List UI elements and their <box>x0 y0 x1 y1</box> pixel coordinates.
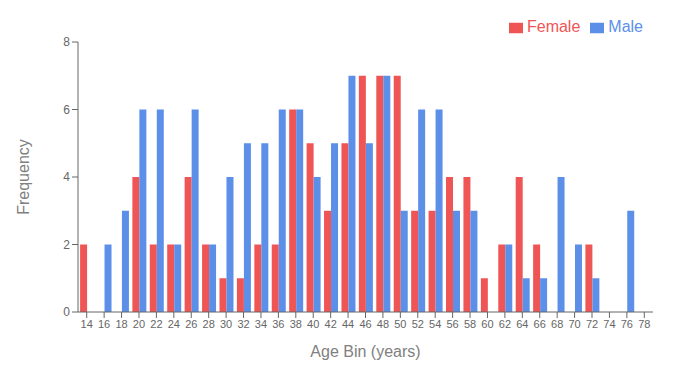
svg-text:38: 38 <box>290 318 302 330</box>
svg-text:4: 4 <box>63 170 70 184</box>
svg-text:Frequency: Frequency <box>15 139 32 215</box>
svg-text:20: 20 <box>133 318 145 330</box>
svg-text:48: 48 <box>377 318 389 330</box>
svg-text:50: 50 <box>394 318 406 330</box>
svg-text:2: 2 <box>63 238 70 252</box>
svg-text:16: 16 <box>98 318 110 330</box>
svg-text:34: 34 <box>255 318 267 330</box>
svg-text:30: 30 <box>220 318 232 330</box>
svg-text:62: 62 <box>499 318 511 330</box>
svg-text:Age Bin (years): Age Bin (years) <box>310 343 420 360</box>
svg-text:26: 26 <box>185 318 197 330</box>
svg-text:14: 14 <box>81 318 93 330</box>
svg-text:66: 66 <box>534 318 546 330</box>
svg-text:22: 22 <box>150 318 162 330</box>
svg-text:28: 28 <box>203 318 215 330</box>
svg-text:8: 8 <box>63 35 70 49</box>
svg-text:70: 70 <box>568 318 580 330</box>
svg-text:60: 60 <box>481 318 493 330</box>
svg-text:56: 56 <box>446 318 458 330</box>
svg-text:52: 52 <box>412 318 424 330</box>
svg-text:42: 42 <box>325 318 337 330</box>
svg-text:6: 6 <box>63 103 70 117</box>
svg-text:36: 36 <box>272 318 284 330</box>
svg-text:40: 40 <box>307 318 319 330</box>
svg-text:74: 74 <box>603 318 615 330</box>
svg-text:44: 44 <box>342 318 354 330</box>
svg-text:24: 24 <box>168 318 180 330</box>
html-text:Male: Male <box>608 18 643 35</box>
svg-text:0: 0 <box>63 305 70 319</box>
svg-text:18: 18 <box>115 318 127 330</box>
svg-text:72: 72 <box>586 318 598 330</box>
svg-text:76: 76 <box>621 318 633 330</box>
html-text:Female: Female <box>527 18 581 35</box>
svg-text:32: 32 <box>237 318 249 330</box>
svg-text:68: 68 <box>551 318 563 330</box>
svg-text:78: 78 <box>638 318 650 330</box>
svg-text:54: 54 <box>429 318 441 330</box>
svg-text:64: 64 <box>516 318 528 330</box>
svg-text:58: 58 <box>464 318 476 330</box>
svg-text:46: 46 <box>359 318 371 330</box>
